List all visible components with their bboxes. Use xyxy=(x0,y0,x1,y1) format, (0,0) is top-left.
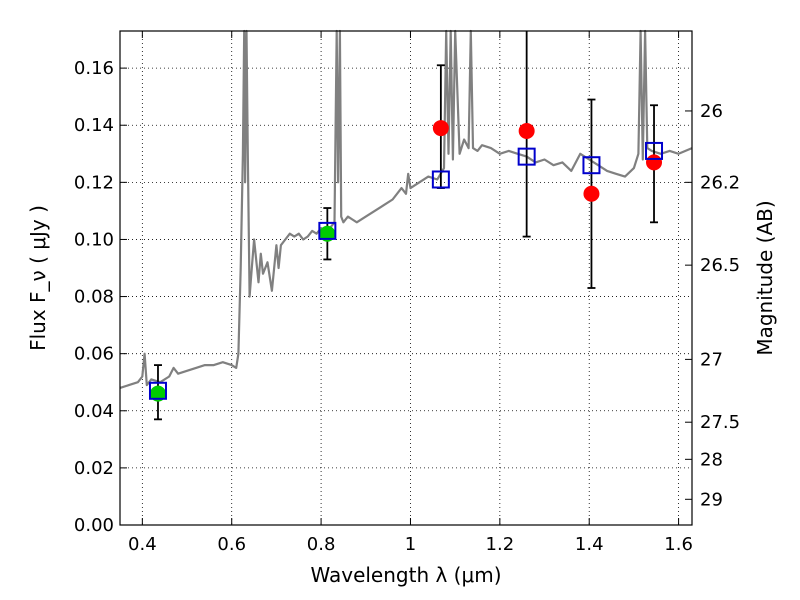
model-photometry-point xyxy=(318,221,337,240)
model-photometry-point xyxy=(582,156,601,175)
model-spectrum-line xyxy=(119,29,693,389)
y2-tick-label: 27 xyxy=(700,349,723,370)
y-tick-label: 0.08 xyxy=(74,287,114,308)
y2-tick-label: 27.5 xyxy=(700,412,740,433)
y-tick-label: 0.06 xyxy=(74,344,114,365)
x-tick-label: 1.2 xyxy=(486,534,515,555)
observed-flux-point xyxy=(518,122,535,139)
y2-axis: 26 26.2 26.5 27 27.5 28 29 xyxy=(685,101,740,510)
model-photometry-point xyxy=(517,147,536,166)
x-tick-label: 0.8 xyxy=(307,534,336,555)
data-markers xyxy=(148,120,664,402)
y-tick-label: 0.10 xyxy=(74,229,114,250)
y2-tick-label: 26 xyxy=(700,101,723,122)
y2-tick-label: 26.2 xyxy=(700,172,740,193)
y2-tick-label: 29 xyxy=(700,489,723,510)
y-tick-label: 0.14 xyxy=(74,115,114,136)
model-photometry-point xyxy=(431,170,450,189)
y2-tick-label: 26.5 xyxy=(700,255,740,276)
x-tick-label: 0.6 xyxy=(217,534,246,555)
observed-flux-point xyxy=(432,120,449,137)
y-tick-label: 0.12 xyxy=(74,172,114,193)
y-tick-label: 0.04 xyxy=(74,401,114,422)
observed-flux-point xyxy=(646,154,663,171)
y-tick-label: 0.00 xyxy=(74,515,114,536)
y-axis: 0.00 0.02 0.04 0.06 0.08 0.10 0.12 0.14 0.16 xyxy=(74,58,127,536)
observed-flux-point xyxy=(583,185,600,202)
x-axis-label: Wavelength λ (μm) xyxy=(310,563,501,587)
x-tick-label: 1.6 xyxy=(664,534,693,555)
model-spectrum xyxy=(119,29,693,389)
y-axis-label: Flux F_ν ( μJy ) xyxy=(26,205,50,351)
x-tick-label: 0.4 xyxy=(128,534,157,555)
x-tick-label: 1 xyxy=(405,534,416,555)
x-axis: 0.4 0.6 0.8 1 1.2 1.4 1.6 xyxy=(128,31,693,555)
model-photometry-point xyxy=(645,141,664,160)
plot-frame xyxy=(119,30,693,526)
y2-axis-label: Magnitude (AB) xyxy=(753,200,777,355)
x-tick-label: 1.4 xyxy=(575,534,604,555)
y-tick-label: 0.02 xyxy=(74,458,114,479)
model-photometry-point xyxy=(148,381,167,400)
y2-tick-label: 28 xyxy=(700,449,723,470)
y-tick-label: 0.16 xyxy=(74,58,114,79)
